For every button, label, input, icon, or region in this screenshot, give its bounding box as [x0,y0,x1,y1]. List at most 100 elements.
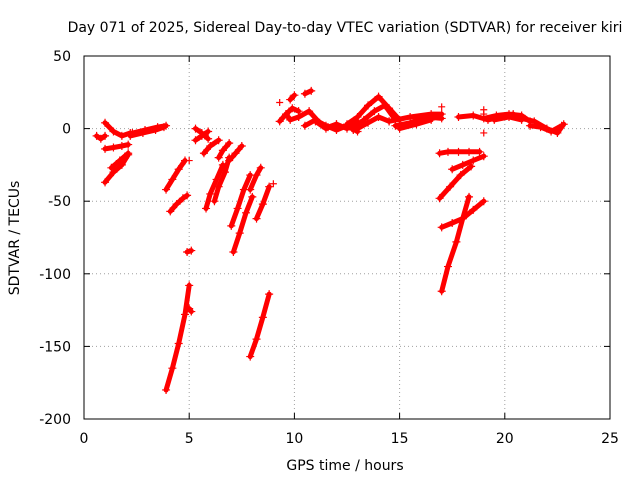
data-point [128,128,137,137]
data-point [231,149,240,158]
data-point [178,194,187,203]
data-point [300,89,309,98]
data-point [214,153,223,162]
data-point [505,112,514,121]
data-segment [203,162,226,211]
data-point [370,107,379,116]
data-point [469,156,478,165]
data-point [256,163,265,172]
data-segment [201,137,222,156]
data-point [202,204,211,213]
data-segment [167,192,190,214]
data-point [294,112,303,121]
data-point [290,91,299,100]
data-point [557,121,566,130]
data-point [395,124,404,133]
data-point [227,221,236,230]
data-point [153,123,162,132]
data-point [547,127,556,136]
data-segment [163,158,188,193]
data-point [166,207,175,216]
x-tick-label: 10 [285,431,303,447]
data-point [269,180,277,188]
data-point [469,111,478,120]
data-segment [527,123,565,134]
data-segment [102,120,133,139]
data-point [174,165,183,174]
data-segment [230,194,255,255]
data-point [490,115,499,124]
plot-frame [83,55,611,420]
data-point [101,118,110,127]
data-segment [247,165,264,193]
data-point [258,200,267,209]
x-tick-label: 25 [601,431,619,447]
data-point [353,112,362,121]
data-point [321,124,330,133]
data-point [452,237,461,246]
data-point [364,118,373,127]
data-point [191,136,200,145]
data-point [235,229,244,238]
data-point [218,146,227,155]
data-segment [449,153,487,172]
data-point [465,147,474,156]
data-point [437,114,446,123]
data-point [454,147,463,156]
data-point [305,107,314,116]
data-point [311,117,320,126]
data-point [475,147,484,156]
data-point [252,214,261,223]
data-point [206,142,215,151]
data-point [281,110,290,119]
data-point [307,86,316,95]
data-point [248,192,257,201]
y-tick-label: 50 [53,49,71,65]
data-point [101,131,110,140]
data-point [465,192,474,201]
data-segment [355,114,392,132]
data-point [448,165,457,174]
data-point [115,156,124,165]
data-point [109,127,118,136]
grid-layer [84,56,610,419]
data-segment [386,111,445,124]
y-tick-label: -200 [39,412,71,428]
data-point [437,287,446,296]
data-point [427,115,436,124]
data-point [275,117,284,126]
data-point [276,98,284,106]
data-point [479,197,488,206]
data-point [479,152,488,161]
x-tick-label: 15 [391,431,409,447]
data-segment [102,142,131,152]
data-point [412,120,421,129]
data-point [101,178,110,187]
data-point [517,114,526,123]
data-point [180,310,189,319]
data-point [174,339,183,348]
data-point [526,121,535,130]
data-point [210,197,219,206]
data-point [185,281,194,290]
data-segment [277,111,302,124]
data-point [187,246,196,255]
data-point [480,129,488,137]
data-segment [129,123,169,136]
data-point [187,307,196,316]
data-segment [102,152,131,185]
data-point [183,191,192,200]
data-point [380,101,389,110]
data-point [162,121,171,130]
data-point [435,194,444,203]
data-point [286,95,295,104]
data-point [364,101,373,110]
data-point [246,185,255,194]
data-point [214,136,223,145]
data-point [456,171,465,180]
data-point [162,385,171,394]
x-tick-label: 5 [185,431,194,447]
data-point [435,149,444,158]
data-point [172,200,181,209]
data-segment [247,291,272,360]
